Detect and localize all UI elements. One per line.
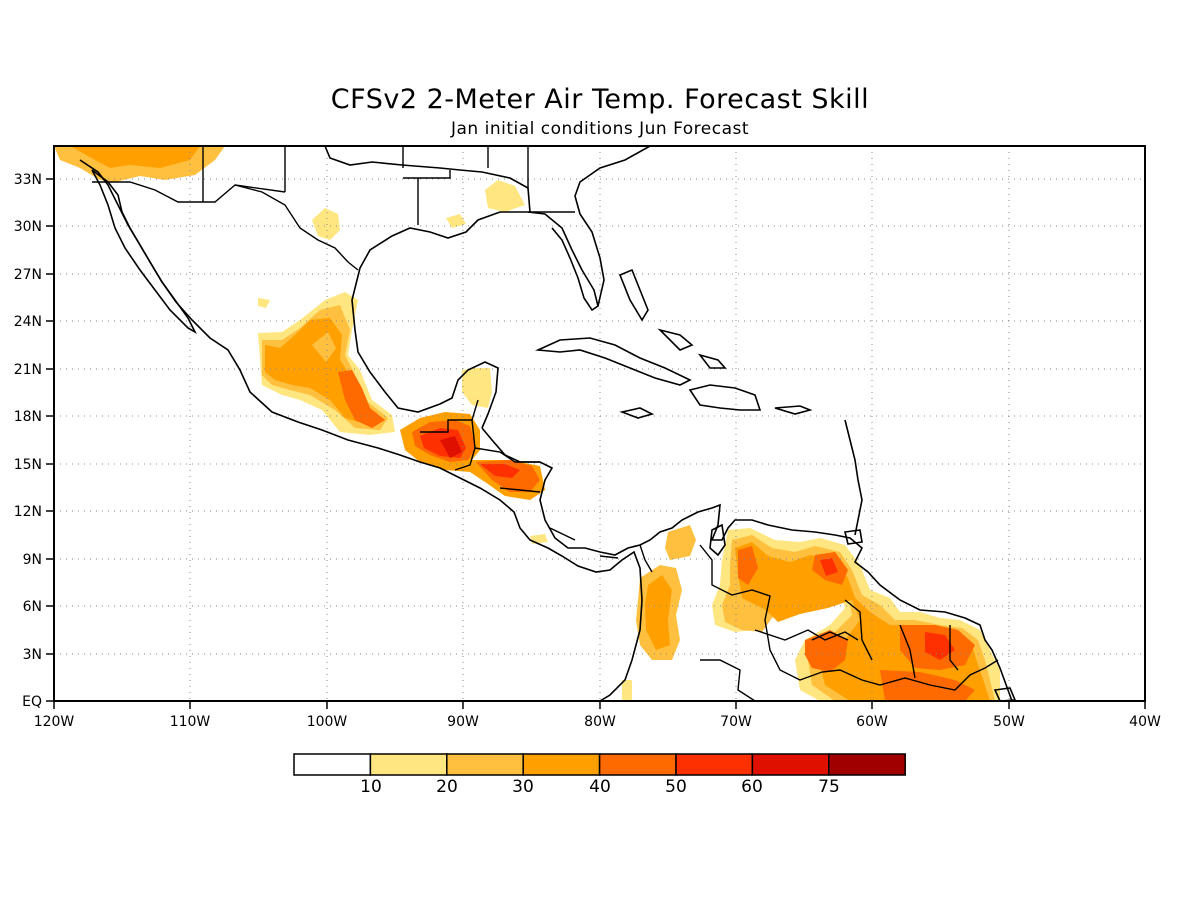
colorbar-swatch [598, 753, 677, 776]
latitude-labels: 33N 30N 27N 24N 21N 18N 15N 12N 9N 6N 3N… [14, 172, 42, 710]
longitude-labels: 120W 110W 100W 90W 80W 70W 60W 50W 40W [34, 714, 1161, 730]
map-title: CFSv2 2-Meter Air Temp. Forecast Skill [330, 84, 870, 115]
colorbar-label: 30 [512, 777, 534, 797]
lon-label: 100W [307, 714, 348, 730]
graticule [54, 146, 1145, 701]
colorbar-swatch [522, 753, 601, 776]
colorbar-label: 40 [589, 777, 611, 797]
coastlines [79, 146, 1017, 701]
lon-label: 110W [170, 714, 211, 730]
colorbar-swatch [446, 753, 524, 776]
colorbar-label: 10 [360, 777, 382, 797]
lon-label: 120W [34, 714, 75, 730]
lat-label: 27N [14, 267, 42, 283]
colorbar-label: 75 [818, 777, 840, 797]
colorbar-label: 60 [741, 777, 763, 797]
colorbar-swatch [828, 753, 906, 776]
map-subtitle: Jan initial conditions Jun Forecast [450, 119, 750, 139]
colorbar-swatch [675, 753, 754, 776]
lat-label: 15N [14, 457, 42, 473]
lat-label: 30N [14, 219, 42, 235]
plot-frame [53, 145, 1146, 702]
lat-label: 24N [14, 314, 42, 330]
lat-label: 18N [14, 409, 42, 425]
lat-label: 21N [14, 362, 42, 378]
lon-label: 90W [447, 714, 479, 730]
colorbar-swatch [293, 753, 372, 776]
lat-label: 3N [23, 647, 42, 663]
colorbar-labels: 10 20 30 40 50 60 75 [360, 777, 840, 797]
colorbar-label: 20 [436, 777, 458, 797]
lon-label: 60W [856, 714, 888, 730]
colorbar [293, 753, 906, 776]
lon-label: 70W [720, 714, 752, 730]
axis-ticks [46, 178, 1146, 709]
skill-shading [54, 146, 1000, 701]
borders [92, 146, 999, 701]
lat-label: EQ [22, 694, 42, 710]
lat-label: 33N [14, 172, 42, 188]
lat-label: 12N [14, 504, 42, 520]
lon-label: 40W [1129, 714, 1161, 730]
lat-label: 9N [23, 552, 42, 568]
lon-label: 80W [584, 714, 616, 730]
colorbar-swatch [369, 753, 448, 776]
lat-label: 6N [23, 599, 42, 615]
colorbar-swatch [751, 753, 830, 776]
colorbar-label: 50 [665, 777, 687, 797]
lon-label: 50W [993, 714, 1025, 730]
